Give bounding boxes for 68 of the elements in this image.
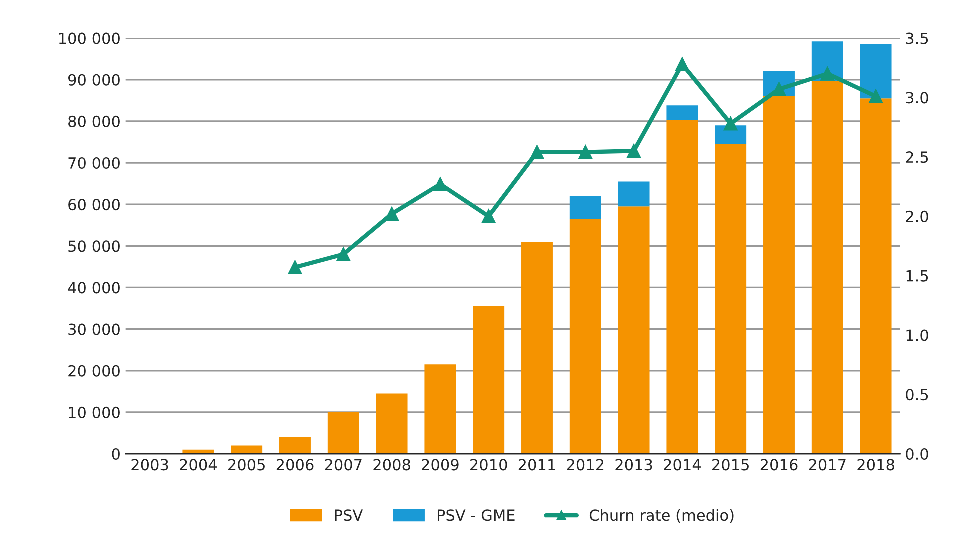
- x-tick-label: 2014: [664, 459, 702, 471]
- x-tick-label: 2010: [470, 459, 508, 471]
- x-tick-label: 2005: [228, 459, 265, 471]
- point: [627, 144, 641, 158]
- y-tick-label: 100 000: [59, 32, 120, 44]
- y2-tick-label: 3.0: [906, 92, 928, 104]
- bar: [570, 196, 602, 220]
- y-tick-label: 80 000: [68, 116, 120, 128]
- y2-tick-label: 3.5: [906, 32, 928, 44]
- bar: [715, 144, 747, 454]
- point: [578, 145, 593, 160]
- bar: [570, 219, 602, 454]
- bar: [473, 306, 505, 454]
- y2-tick-label: 2.5: [906, 152, 928, 164]
- point: [482, 210, 496, 224]
- bar: [860, 44, 892, 99]
- y2-tick-label: 1.0: [906, 330, 928, 342]
- x-tick-label: 2006: [276, 459, 314, 471]
- point: [288, 260, 302, 274]
- y-tick-label: 20 000: [68, 365, 120, 377]
- x-tick-label: 2015: [712, 459, 749, 471]
- bar: [618, 206, 650, 454]
- x-tick-label: 2008: [374, 459, 410, 471]
- bar: [812, 81, 844, 454]
- x-tick-label: 2003: [132, 459, 168, 471]
- point: [869, 90, 883, 104]
- bar: [376, 394, 408, 454]
- legend-label: Churn rate (medio): [590, 509, 734, 523]
- y2-tick-label: 0.0: [906, 448, 928, 460]
- y2-tick-label: 0.5: [906, 389, 928, 401]
- y2-tick-label: 1.5: [906, 270, 928, 282]
- y-tick-label: 10 000: [69, 406, 120, 418]
- y-tick-label: 0: [112, 448, 120, 460]
- bar: [666, 106, 698, 120]
- y-tick-label: 50 000: [68, 240, 120, 252]
- y-tick-label: 70 000: [68, 157, 120, 170]
- bar: [618, 182, 650, 207]
- y-tick-label: 60 000: [68, 199, 120, 211]
- y-tick-label: 40 000: [68, 282, 120, 294]
- point: [724, 116, 738, 131]
- point: [385, 207, 399, 222]
- x-tick-label: 2017: [809, 459, 846, 471]
- bar: [424, 364, 456, 454]
- x-tick-label: 2011: [518, 459, 556, 471]
- y2-tick-label: 2.0: [906, 210, 928, 222]
- x-tick-label: 2009: [422, 459, 459, 471]
- legend-label: PSV: [335, 510, 364, 522]
- x-tick-label: 2007: [325, 459, 362, 471]
- point: [530, 145, 544, 160]
- y-tick-label: 90 000: [68, 74, 120, 86]
- bar: [231, 446, 263, 454]
- bar: [764, 96, 795, 454]
- point: [336, 248, 351, 262]
- point: [820, 66, 835, 81]
- x-tick-label: 2012: [567, 459, 604, 471]
- x-tick-label: 2016: [760, 459, 798, 471]
- legend-label: PSV - GME: [438, 510, 515, 522]
- bar: [666, 120, 698, 454]
- point: [433, 177, 448, 192]
- bar: [328, 412, 360, 454]
- x-tick-label: 2013: [616, 459, 652, 471]
- point: [675, 57, 690, 72]
- x-tick-label: 2018: [858, 459, 894, 471]
- y-tick-label: 30 000: [68, 324, 120, 336]
- bar: [522, 242, 553, 454]
- bar: [280, 437, 311, 454]
- bar: [860, 98, 892, 454]
- x-tick-label: 2004: [180, 459, 218, 471]
